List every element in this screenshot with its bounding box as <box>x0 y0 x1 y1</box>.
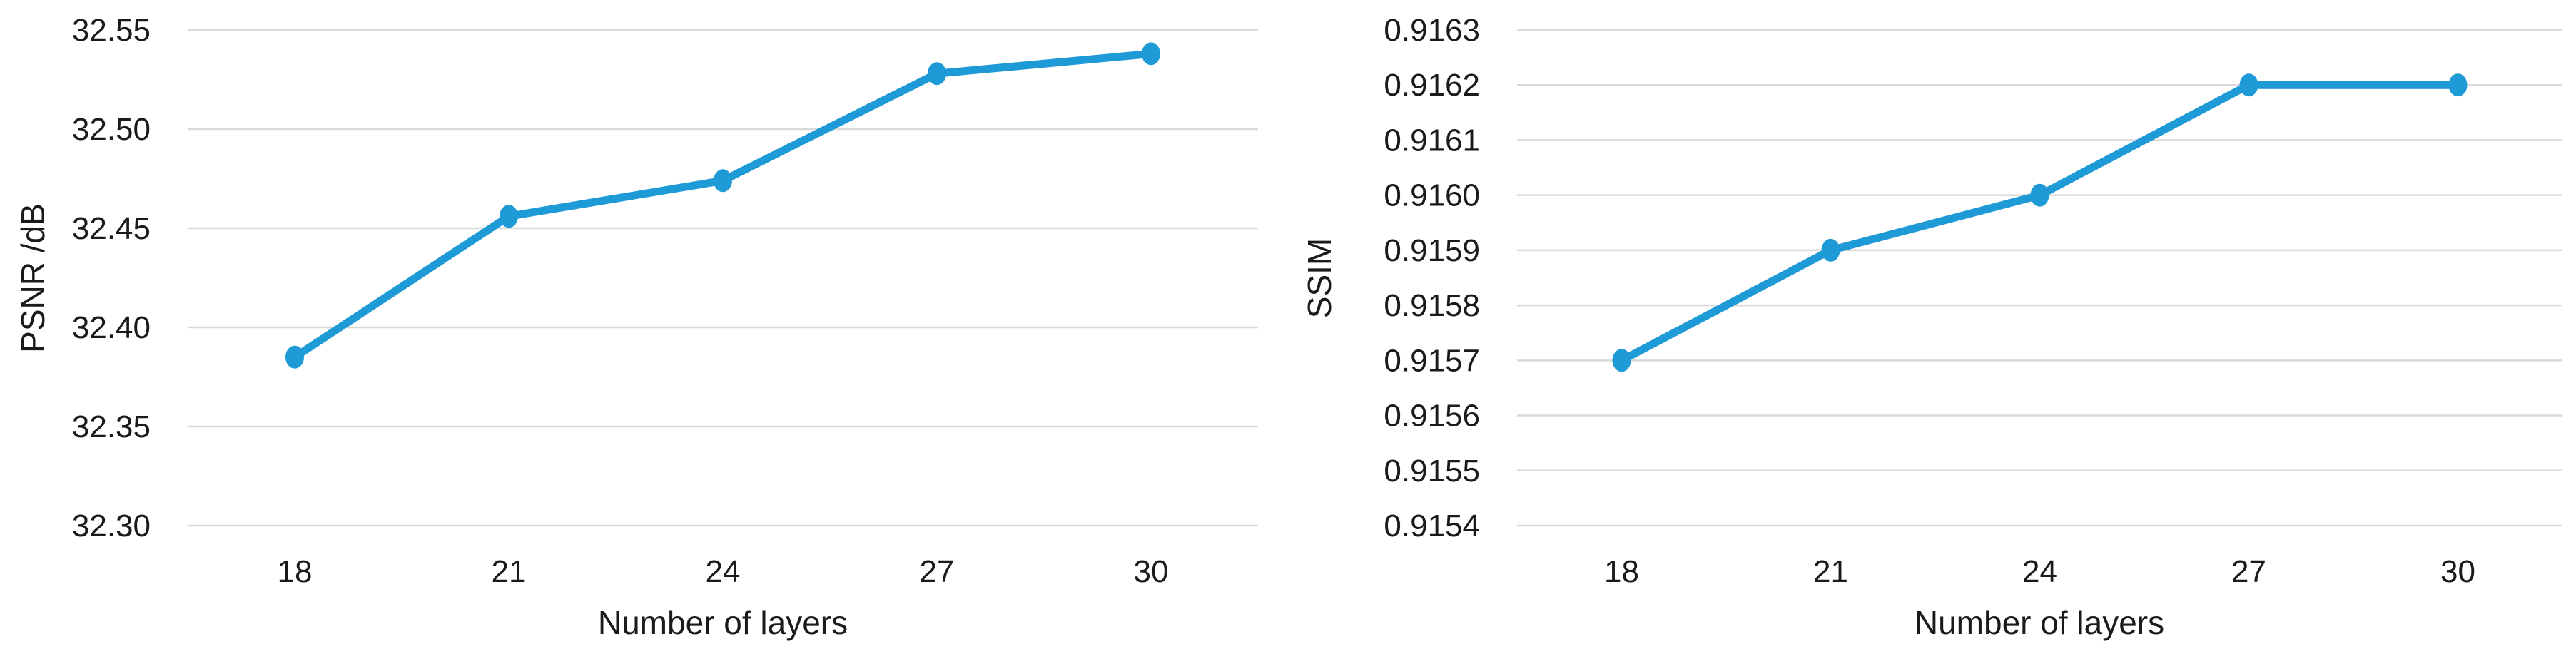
y-tick-label: 32.30 <box>72 509 151 543</box>
x-tick-label: 24 <box>2022 554 2057 589</box>
series-line <box>290 49 1155 362</box>
y-tick-label: 32.45 <box>72 211 151 246</box>
x-tick-label: 30 <box>1134 554 1169 589</box>
ssim-y-axis-title: SSIM <box>1301 238 1338 318</box>
y-tick-label: 32.35 <box>72 409 151 444</box>
x-tick-label: 18 <box>278 554 313 589</box>
y-tick-label: 0.9161 <box>1384 123 1480 158</box>
data-point-marker <box>1612 349 1631 372</box>
x-tick-label: 27 <box>920 554 955 589</box>
ssim-y-tick-labels: 0.9163 0.9162 0.9161 0.9160 0.9159 0.9158 0.91… <box>1384 13 1480 543</box>
ssim-chart-panel: 0.9163 0.9162 0.9161 0.9160 0.9159 0.9158 0.91… <box>1288 0 2576 659</box>
psnr-chart: 32.55 32.50 32.45 32.40 32.35 32.30 18 21 24 27 3… <box>14 13 1258 641</box>
y-tick-label: 0.9158 <box>1384 288 1480 323</box>
data-point-marker <box>285 345 304 369</box>
data-point-marker <box>928 62 946 86</box>
psnr-chart-panel: 32.55 32.50 32.45 32.40 32.35 32.30 18 21 24 27 3… <box>14 13 1258 641</box>
series-line <box>1618 81 2462 364</box>
y-tick-label: 0.9159 <box>1384 233 1480 268</box>
y-tick-label: 32.40 <box>72 310 151 345</box>
ssim-gridlines <box>1517 29 2562 527</box>
y-tick-label: 0.9156 <box>1384 399 1480 434</box>
y-tick-label: 0.9163 <box>1384 13 1480 48</box>
data-point-marker <box>500 205 518 228</box>
psnr-x-tick-labels: 18 21 24 27 30 <box>278 554 1169 589</box>
x-tick-label: 21 <box>1813 554 1848 589</box>
x-tick-label: 24 <box>706 554 741 589</box>
psnr-x-axis-title: Number of layers <box>598 604 848 641</box>
x-tick-label: 30 <box>2440 554 2475 589</box>
psnr-series <box>285 42 1160 369</box>
ssim-x-tick-labels: 18 21 24 27 30 <box>1604 554 2475 589</box>
data-point-marker <box>2239 73 2258 97</box>
x-tick-label: 18 <box>1604 554 1639 589</box>
data-point-marker <box>714 169 732 193</box>
psnr-gridlines <box>188 29 1258 527</box>
data-point-marker <box>2030 183 2049 207</box>
y-tick-label: 0.9154 <box>1384 509 1480 543</box>
psnr-y-axis-title: PSNR /dB <box>14 203 51 353</box>
data-point-marker <box>2448 73 2468 97</box>
y-tick-label: 32.50 <box>72 112 151 147</box>
ssim-chart: 0.9163 0.9162 0.9161 0.9160 0.9159 0.9158 0.91… <box>1301 13 2562 641</box>
ssim-x-axis-title: Number of layers <box>1915 604 2164 641</box>
y-tick-label: 0.9155 <box>1384 454 1480 489</box>
ssim-series <box>1612 73 2468 372</box>
data-point-marker <box>1142 42 1160 66</box>
y-tick-label: 32.55 <box>72 13 151 48</box>
x-tick-label: 21 <box>492 554 527 589</box>
y-tick-label: 0.9162 <box>1384 68 1480 103</box>
psnr-y-tick-labels: 32.55 32.50 32.45 32.40 32.35 32.30 <box>72 13 151 543</box>
x-tick-label: 27 <box>2231 554 2266 589</box>
y-tick-label: 0.9157 <box>1384 343 1480 378</box>
y-tick-label: 0.9160 <box>1384 178 1480 213</box>
data-point-marker <box>1821 238 1840 262</box>
